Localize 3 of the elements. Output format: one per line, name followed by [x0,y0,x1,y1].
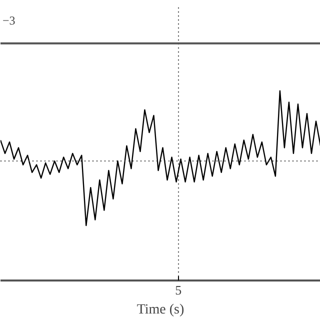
text: 5 [175,282,182,298]
text: −3 [2,13,16,28]
x-axis-title: Time (s) [136,302,184,318]
